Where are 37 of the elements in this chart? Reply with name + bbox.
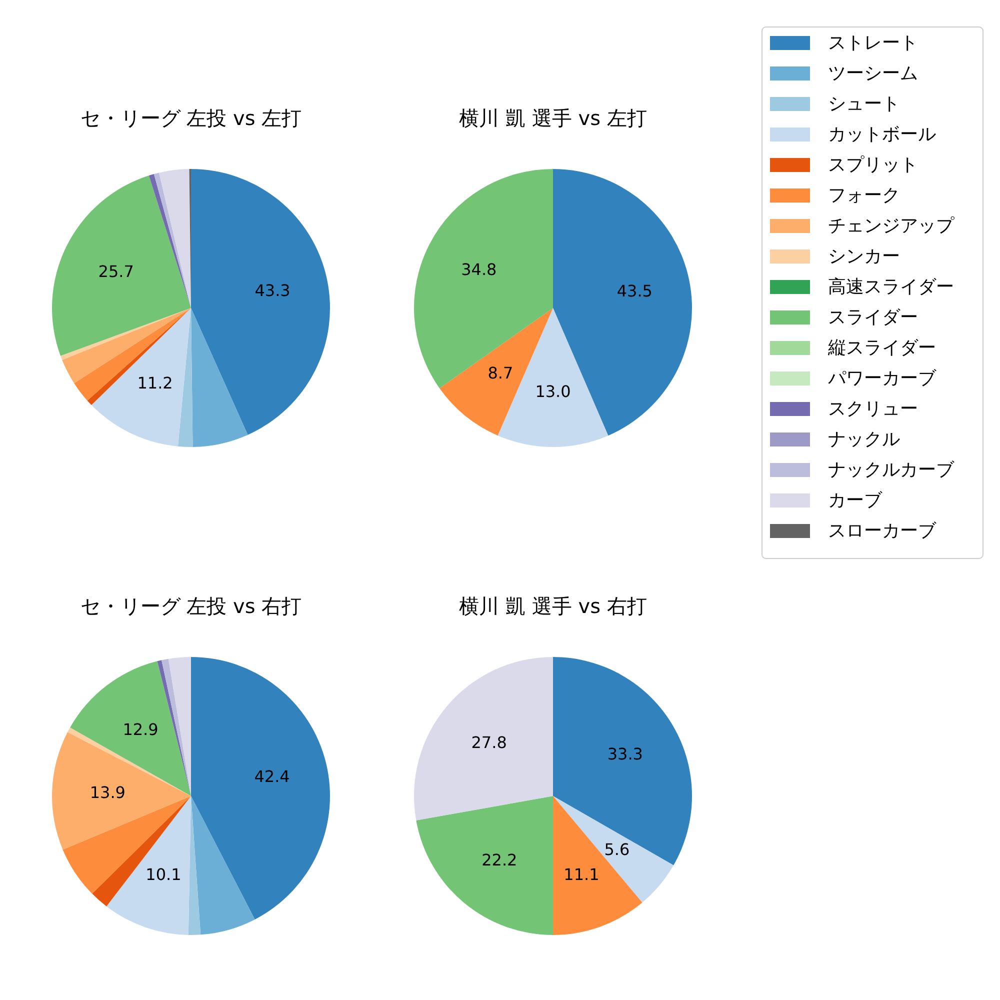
data-label: 13.9: [90, 783, 126, 802]
legend-label: シュート: [828, 94, 900, 114]
legend-label: チェンジアップ: [828, 216, 955, 236]
data-label: 33.3: [607, 744, 643, 764]
legend-label: ツーシーム: [828, 63, 918, 84]
legend-label: パワーカーブ: [827, 368, 937, 389]
data-label: 5.6: [604, 840, 630, 860]
data-label: 10.1: [146, 865, 182, 884]
chart-title: 横川 凱 選手 vs 右打: [459, 594, 647, 618]
legend-label: スクリュー: [828, 398, 918, 420]
data-label: 8.7: [488, 363, 514, 382]
legend-label: ナックル: [828, 429, 900, 450]
data-label: 43.5: [616, 282, 652, 301]
legend-label: フォーク: [828, 185, 900, 206]
legend-label: カーブ: [828, 490, 883, 511]
data-label: 12.9: [122, 720, 158, 740]
legend-label: 縦スライダー: [827, 338, 936, 358]
legend-label: スプリット: [828, 154, 918, 176]
legend-label: カットボール: [828, 124, 936, 145]
legend-label: ナックルカーブ: [828, 460, 955, 480]
legend-label: 高速スライダー: [828, 276, 954, 298]
data-label: 27.8: [471, 732, 507, 752]
legend-label: シンカー: [828, 246, 900, 267]
chart-title: セ・リーグ 左投 vs 左打: [80, 106, 302, 130]
legend-label: ストレート: [828, 32, 918, 54]
data-label: 34.8: [461, 260, 497, 280]
legend-label: スローカーブ: [828, 520, 937, 542]
legend-label: スライダー: [828, 307, 918, 328]
data-label: 22.2: [482, 850, 518, 870]
data-label: 25.7: [98, 262, 134, 281]
data-label: 43.3: [254, 281, 290, 300]
data-label: 11.2: [137, 374, 173, 393]
data-label: 13.0: [535, 382, 571, 401]
text: 横川 凱 選手 vs 左打: [459, 106, 647, 130]
chart-title: セ・リーグ 左投 vs 右打: [80, 594, 302, 618]
data-label: 11.1: [564, 864, 600, 884]
data-label: 42.4: [254, 766, 290, 786]
